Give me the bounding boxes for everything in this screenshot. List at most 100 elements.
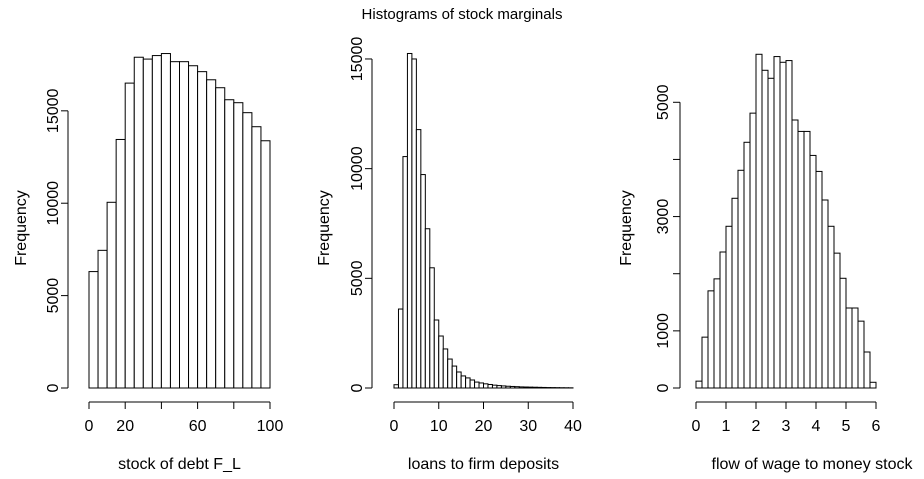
bar	[863, 351, 871, 389]
bar	[188, 65, 199, 389]
bar	[474, 381, 480, 389]
bar	[839, 277, 847, 389]
bar	[761, 69, 769, 389]
bar	[827, 225, 835, 389]
bar	[402, 156, 408, 389]
bar	[523, 386, 529, 389]
bar	[536, 386, 543, 389]
bar	[809, 154, 817, 389]
bar	[478, 382, 484, 389]
bar	[833, 252, 841, 389]
bar	[106, 201, 117, 389]
x-tick-label: 6	[872, 418, 881, 435]
bar	[442, 348, 449, 389]
bar	[483, 383, 489, 389]
bar	[821, 199, 829, 389]
bar	[420, 174, 426, 389]
y-axis-label: Frequency	[618, 190, 635, 266]
bar	[415, 129, 422, 389]
bar	[500, 385, 507, 389]
bar	[460, 375, 467, 389]
bar	[509, 385, 516, 389]
x-axis-label: stock of debt F_L	[118, 456, 241, 473]
bar	[169, 61, 180, 389]
bar	[447, 358, 453, 389]
bar	[433, 319, 440, 389]
bar	[88, 271, 99, 389]
x-tick-label: 1	[722, 418, 731, 435]
y-tick-label: 10000	[45, 181, 62, 226]
bar	[791, 119, 799, 389]
bar	[803, 130, 811, 389]
bar	[701, 336, 709, 389]
bar	[743, 141, 751, 389]
bar	[518, 386, 525, 389]
bar	[142, 58, 153, 389]
x-tick-label: 0	[692, 418, 701, 435]
bar	[451, 365, 458, 389]
x-tick-label: 100	[257, 418, 284, 435]
bar	[124, 82, 135, 389]
bar	[857, 320, 865, 389]
bar	[749, 112, 757, 389]
bar	[133, 56, 144, 389]
x-tick-label: 20	[475, 418, 493, 435]
y-tick-label: 0	[45, 383, 62, 392]
bar	[514, 386, 520, 389]
bar	[97, 249, 108, 389]
y-axis-label: Frequency	[13, 190, 30, 266]
bar	[532, 386, 538, 389]
y-tick-label: 5000	[349, 260, 366, 296]
y-tick-label: 3000	[655, 199, 672, 235]
bar	[851, 307, 859, 389]
bar	[773, 56, 781, 389]
x-tick-label: 10	[430, 418, 448, 435]
bar	[224, 99, 235, 389]
bar	[397, 308, 404, 389]
bar	[465, 377, 471, 389]
x-tick-label: 40	[564, 418, 582, 435]
bar	[695, 380, 703, 389]
y-tick-label: 5000	[655, 84, 672, 120]
bar	[845, 307, 853, 389]
bar	[767, 77, 775, 389]
bar	[779, 61, 787, 389]
x-tick-label: 20	[116, 418, 134, 435]
x-axis-label: flow of wage to money stock	[712, 456, 914, 473]
bar	[251, 126, 262, 389]
bar	[406, 52, 413, 389]
y-tick-label: 10000	[349, 146, 366, 191]
bar	[785, 60, 793, 389]
bar	[797, 130, 805, 389]
bar	[393, 384, 399, 389]
bar	[496, 385, 502, 389]
y-tick-label: 0	[655, 383, 672, 392]
bar	[456, 371, 462, 389]
x-tick-label: 30	[519, 418, 537, 435]
y-tick-label: 0	[349, 383, 366, 392]
bar	[411, 58, 417, 389]
bar	[469, 379, 476, 389]
bar	[737, 169, 745, 389]
bar	[233, 102, 244, 389]
y-tick-label: 15000	[349, 37, 366, 82]
y-tick-label: 1000	[655, 313, 672, 349]
bar	[197, 71, 208, 389]
bar	[491, 384, 498, 389]
x-tick-label: 60	[189, 418, 207, 435]
bar	[160, 53, 171, 389]
x-tick-label: 5	[842, 418, 851, 435]
bar	[206, 79, 217, 389]
y-tick-label: 15000	[45, 88, 62, 133]
x-tick-label: 4	[812, 418, 821, 435]
bar	[707, 290, 715, 389]
bar	[151, 55, 162, 389]
bar	[755, 53, 763, 389]
x-tick-label: 3	[782, 418, 791, 435]
bar	[215, 87, 226, 389]
bar	[429, 267, 435, 389]
bar	[242, 112, 253, 389]
bar	[487, 383, 493, 389]
